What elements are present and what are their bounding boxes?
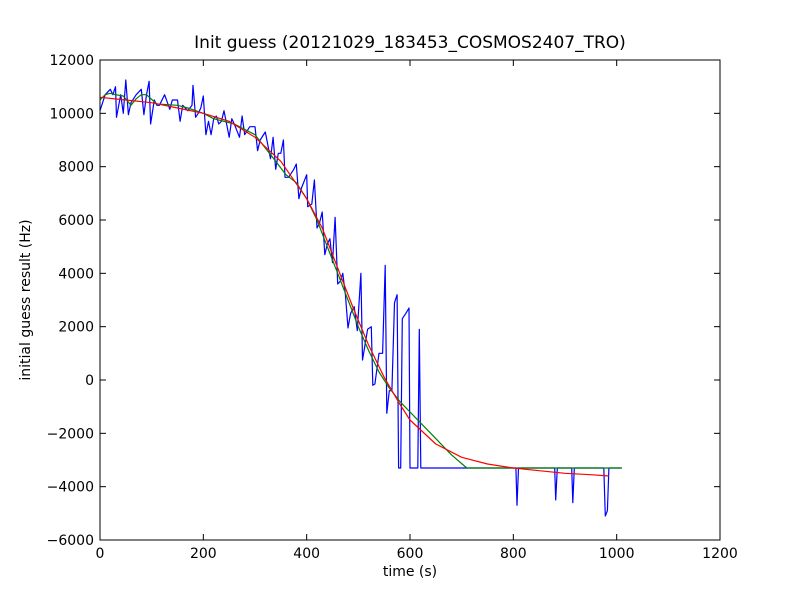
y-tick-label: 8000 (58, 160, 94, 176)
x-axis-label: time (s) (383, 564, 437, 580)
y-ticks: −6000 −4000 −2000 0 2000 4000 6000 8000 10000 120… (47, 53, 720, 549)
y-axis-label: initial guess result (Hz) (18, 219, 34, 380)
x-tick-label: 1000 (599, 546, 635, 562)
y-tick-label: 2000 (58, 320, 94, 336)
series-line-0 (99, 79, 622, 517)
series-line-1 (99, 92, 622, 469)
series-line-2 (99, 96, 609, 477)
y-tick-label: −2000 (47, 426, 94, 442)
x-ticks: 0 200 400 600 800 1000 1200 (96, 60, 738, 562)
plot-frame (99, 59, 721, 541)
x-tick-label: 200 (190, 546, 217, 562)
x-tick-label: 800 (500, 546, 527, 562)
y-tick-label: 4000 (58, 266, 94, 282)
y-tick-label: 10000 (49, 106, 94, 122)
y-tick-label: −6000 (47, 533, 94, 549)
plot-lines (99, 79, 622, 517)
y-tick-label: 6000 (58, 213, 94, 229)
y-tick-label: −4000 (47, 480, 94, 496)
chart-title: Init guess (20121029_183453_COSMOS2407_T… (194, 33, 626, 53)
x-tick-label: 1200 (702, 546, 738, 562)
x-tick-label: 400 (293, 546, 320, 562)
y-tick-label: 12000 (49, 53, 94, 69)
x-tick-label: 600 (397, 546, 424, 562)
y-tick-label: 0 (85, 373, 94, 389)
x-tick-label: 0 (96, 546, 105, 562)
